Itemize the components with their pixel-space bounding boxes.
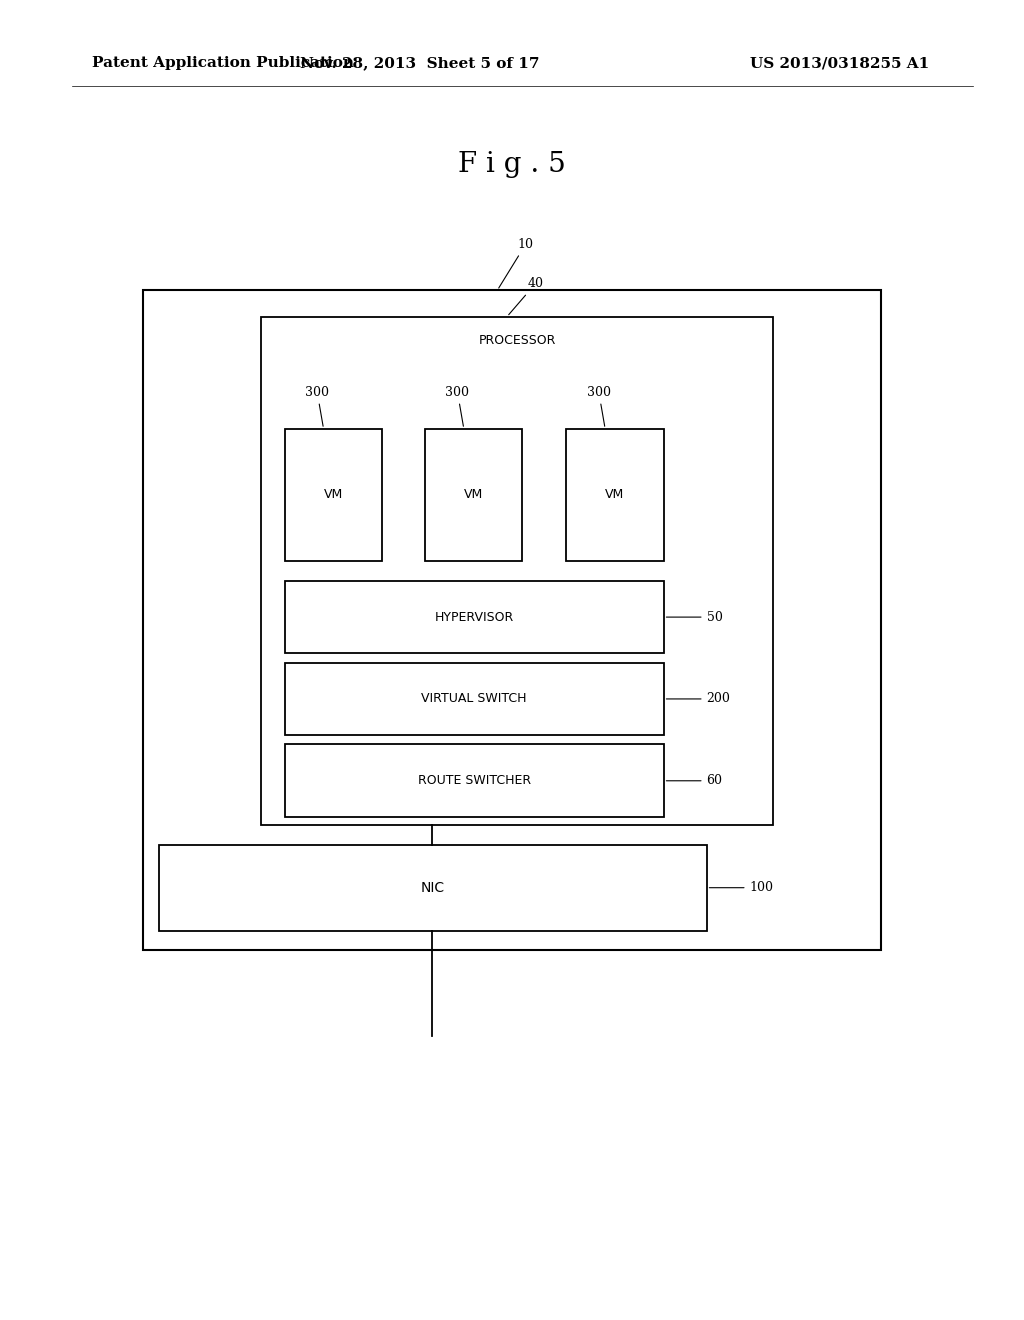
Text: VIRTUAL SWITCH: VIRTUAL SWITCH: [421, 693, 527, 705]
Text: Patent Application Publication: Patent Application Publication: [92, 57, 354, 70]
Text: 40: 40: [509, 277, 544, 314]
FancyBboxPatch shape: [159, 845, 707, 931]
Text: F i g . 5: F i g . 5: [458, 152, 566, 178]
Text: VM: VM: [324, 488, 343, 502]
FancyBboxPatch shape: [285, 744, 664, 817]
FancyBboxPatch shape: [261, 317, 773, 825]
Text: US 2013/0318255 A1: US 2013/0318255 A1: [750, 57, 930, 70]
FancyBboxPatch shape: [285, 429, 382, 561]
Text: 100: 100: [710, 882, 773, 894]
Text: 300: 300: [587, 385, 610, 426]
FancyBboxPatch shape: [143, 290, 881, 950]
Text: 200: 200: [667, 693, 730, 705]
Text: VM: VM: [605, 488, 625, 502]
Text: 10: 10: [499, 238, 534, 288]
Text: 60: 60: [667, 775, 723, 787]
Text: Nov. 28, 2013  Sheet 5 of 17: Nov. 28, 2013 Sheet 5 of 17: [300, 57, 540, 70]
Text: 300: 300: [445, 385, 469, 426]
Text: 50: 50: [667, 611, 723, 623]
FancyBboxPatch shape: [285, 663, 664, 735]
FancyBboxPatch shape: [425, 429, 522, 561]
Text: NIC: NIC: [421, 880, 444, 895]
Text: VM: VM: [464, 488, 483, 502]
Text: HYPERVISOR: HYPERVISOR: [434, 611, 514, 623]
FancyBboxPatch shape: [566, 429, 664, 561]
Text: PROCESSOR: PROCESSOR: [478, 334, 556, 347]
FancyBboxPatch shape: [285, 581, 664, 653]
Text: ROUTE SWITCHER: ROUTE SWITCHER: [418, 775, 530, 787]
Text: 300: 300: [305, 385, 329, 426]
